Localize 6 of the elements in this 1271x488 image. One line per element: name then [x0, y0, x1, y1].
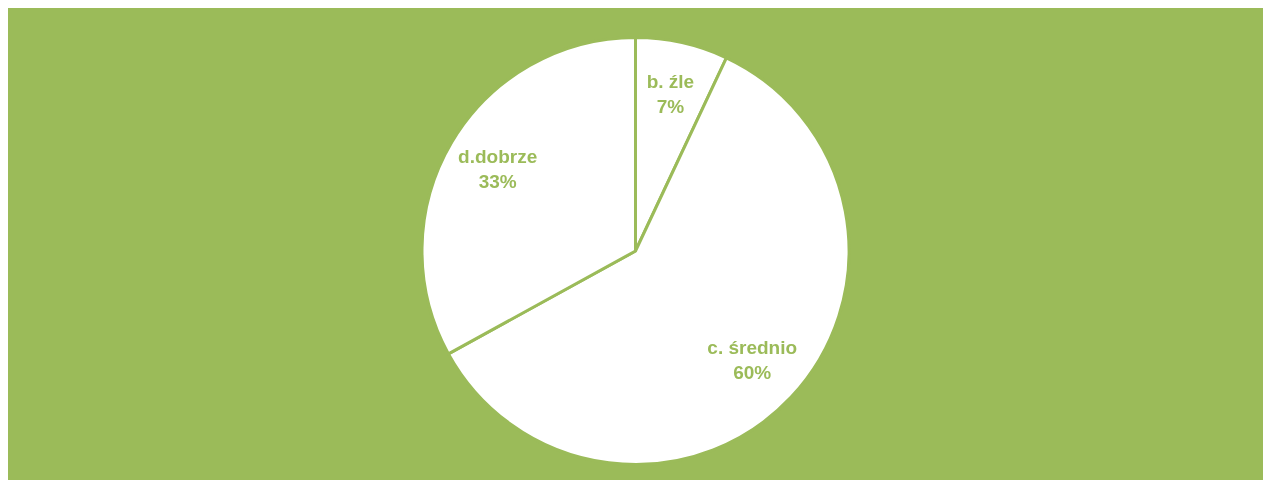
slice-label: c. średnio [707, 336, 798, 358]
data-label: 33% [478, 170, 517, 192]
slice-label: b. źle [646, 70, 695, 92]
data-label: 7% [656, 95, 685, 117]
slice-label: d.dobrze [458, 145, 538, 167]
data-label: 60% [733, 361, 772, 383]
